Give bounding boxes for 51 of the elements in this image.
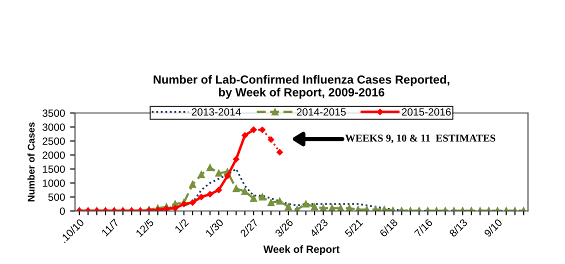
point	[180, 200, 188, 208]
point	[258, 194, 266, 200]
point	[198, 194, 204, 200]
y-tick-label: 500	[48, 194, 65, 201]
y-axis-title: Number of Cases	[27, 122, 35, 202]
x-tick-label: 6/18	[379, 218, 398, 238]
legend-label: 2014-2015	[296, 108, 346, 116]
point	[189, 199, 196, 206]
chart-title: Number of Lab-Confirmed Influenza Cases Reported, by Week of Report, 2009-2016	[154, 75, 450, 99]
point	[215, 170, 222, 177]
x-tick-label: 8/13	[448, 218, 468, 238]
point	[311, 203, 318, 210]
point	[241, 188, 248, 195]
x-tick-label: 1/2	[174, 218, 189, 234]
point	[346, 204, 353, 211]
point	[268, 199, 274, 206]
point	[224, 172, 231, 180]
point	[276, 149, 283, 156]
point	[172, 205, 178, 211]
x-tick-label: 7/16	[414, 218, 433, 238]
point	[206, 164, 214, 172]
point	[189, 180, 196, 188]
x-tick-label: 3/26	[274, 218, 294, 238]
point	[259, 126, 266, 133]
point	[163, 206, 170, 211]
point	[206, 191, 214, 198]
y-tick-label: 1500	[42, 166, 65, 173]
point	[232, 185, 240, 192]
y-tick-label: 3500	[42, 110, 65, 117]
legend-label: 2013-2014	[192, 108, 241, 116]
x-tick-label: 9/10	[484, 218, 503, 238]
point	[268, 136, 274, 143]
legend-label: 2015-2016	[402, 108, 451, 116]
point	[276, 198, 284, 205]
x-axis-title: Week of Report	[263, 245, 340, 255]
x-tick-label: 1/30	[204, 218, 224, 238]
y-tick-label: 1000	[42, 180, 65, 187]
point	[284, 203, 292, 210]
point	[302, 200, 310, 208]
point	[250, 194, 258, 202]
y-tick-label: 3000	[42, 124, 65, 131]
y-tick-label: 0	[60, 208, 65, 215]
point	[198, 171, 205, 178]
point	[242, 132, 248, 139]
y-tick-label: 2000	[42, 152, 65, 159]
y-tick-label: 2500	[42, 138, 65, 145]
x-tick-label: 5/21	[344, 218, 364, 238]
point	[216, 186, 222, 194]
point	[233, 156, 240, 162]
annotation: WEEKS 9, 10 & 11 ESTIMATES	[345, 134, 496, 144]
x-tick-label: 4/23	[309, 218, 328, 238]
